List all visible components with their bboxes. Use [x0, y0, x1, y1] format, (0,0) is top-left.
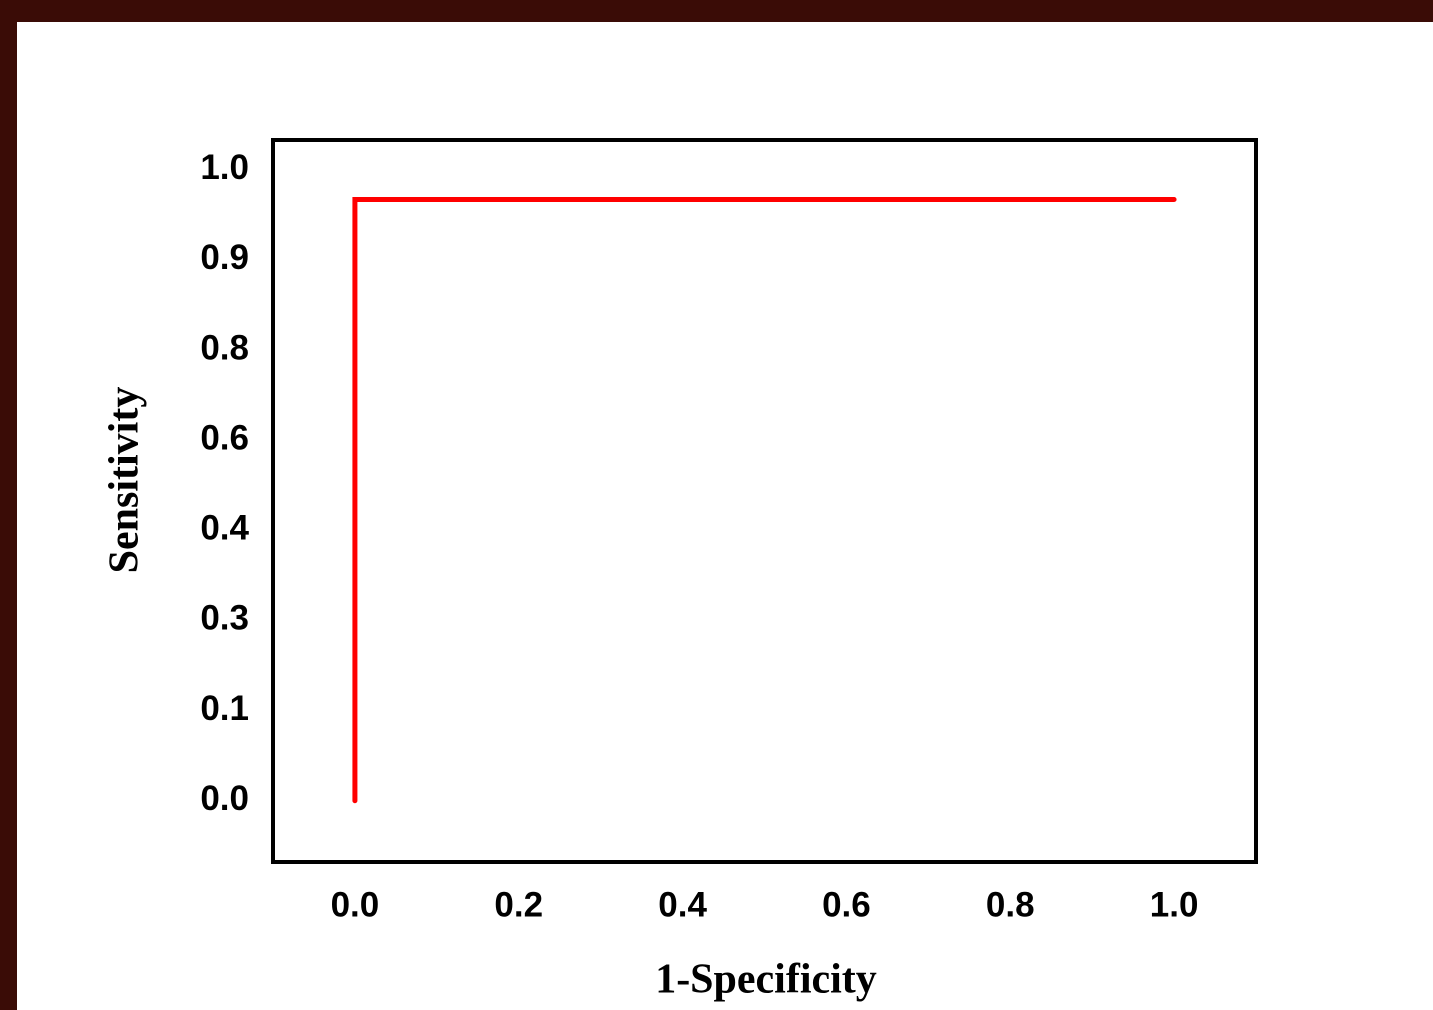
x-axis-title: 1-Specificity: [655, 957, 877, 1003]
x-tick-label: 0.0: [331, 885, 380, 924]
y-axis-title: Sensitivity: [102, 387, 148, 574]
x-tick-label: 0.2: [494, 885, 543, 924]
y-tick-label: 1.0: [200, 148, 249, 187]
roc-line: [352, 196, 1177, 804]
x-tick-label: 0.6: [822, 885, 871, 924]
y-tick-label: 0.1: [200, 689, 249, 728]
y-tick-label: 0.6: [200, 418, 249, 457]
y-tick-label: 0.3: [200, 599, 249, 638]
y-tick-label: 0.0: [200, 779, 249, 818]
x-tick-label: 1.0: [1150, 885, 1199, 924]
y-tick-label: 0.4: [200, 509, 249, 548]
y-tick-label: 0.8: [200, 328, 249, 367]
panel: [17, 22, 1433, 1010]
plot-frame: [271, 138, 1258, 864]
x-tick-label: 0.4: [658, 885, 707, 924]
y-tick-label: 0.9: [200, 238, 249, 277]
x-tick-label: 0.8: [986, 885, 1035, 924]
